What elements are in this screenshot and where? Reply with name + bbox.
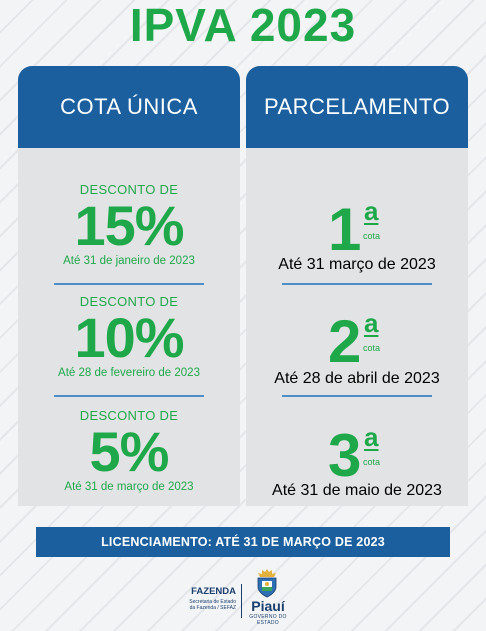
divider [54, 395, 204, 397]
installment-ordinal-mark: a [364, 308, 379, 338]
divider [54, 283, 204, 285]
discount-label: DESCONTO DE [79, 408, 179, 423]
discount-value: 10% [74, 306, 184, 369]
discount-deadline: Até 31 de janeiro de 2023 [63, 255, 195, 267]
fazenda-logo-title: FAZENDA [191, 586, 236, 597]
discount-item: DESCONTO DE 15% Até 31 de janeiro de 202… [18, 182, 240, 267]
logo-separator [241, 584, 242, 618]
installment-number: 1 [328, 196, 362, 263]
installment-deadline: Até 31 março de 2023 [278, 256, 436, 273]
installment-ordinal: 3 a cota [246, 422, 468, 496]
piaui-logo-name: Piauí [251, 598, 285, 614]
piaui-logo-subtitle: GOVERNO DO ESTADO [249, 614, 287, 626]
discount-item: DESCONTO DE 10% Até 28 de fevereiro de 2… [18, 294, 240, 379]
fazenda-logo-subtitle: Secretaria de Estado [189, 599, 236, 605]
divider [282, 283, 432, 285]
discount-deadline: Até 28 de fevereiro de 2023 [58, 367, 200, 379]
footer-logos: FAZENDA Secretaria de Estado da Fazenda … [0, 568, 486, 628]
piaui-crest-icon [257, 569, 277, 598]
page-title: IPVA 2023 [129, 0, 357, 51]
installment-ordinal: 2 a cota [246, 308, 468, 382]
fazenda-logo-subtitle: da Fazenda / SEFAZ [189, 605, 236, 611]
discount-value: 5% [89, 420, 170, 483]
installment-unit: cota [363, 457, 381, 467]
installment-deadline: Até 28 de abril de 2023 [274, 370, 440, 387]
installment-ordinal-mark: a [364, 196, 379, 226]
parcelamento-header: PARCELAMENTO [246, 66, 468, 148]
installment-ordinal: 1 a cota [246, 196, 468, 270]
installment-number: 3 [328, 422, 362, 489]
discount-label: DESCONTO DE [79, 182, 179, 197]
discount-item: DESCONTO DE 5% Até 31 de março de 2023 [18, 408, 240, 493]
installment-deadline: Até 31 de maio de 2023 [272, 482, 442, 499]
installment-ordinal-mark: a [364, 422, 379, 452]
parcelamento-column: PARCELAMENTO 1 a cota Até 31 março de 20… [246, 66, 468, 506]
discount-label: DESCONTO DE [79, 294, 179, 309]
cota-unica-column: COTA ÚNICA DESCONTO DE 15% Até 31 de jan… [18, 66, 240, 506]
installment-number: 2 [328, 308, 362, 375]
divider [282, 395, 432, 397]
discount-value: 15% [74, 194, 184, 257]
discount-deadline: Até 31 de março de 2023 [64, 481, 194, 493]
installment-unit: cota [363, 343, 381, 353]
cota-unica-header: COTA ÚNICA [18, 66, 240, 148]
licenciamento-banner: LICENCIAMENTO: ATÉ 31 DE MARÇO DE 2023 [36, 527, 450, 557]
installment-unit: cota [363, 231, 381, 241]
